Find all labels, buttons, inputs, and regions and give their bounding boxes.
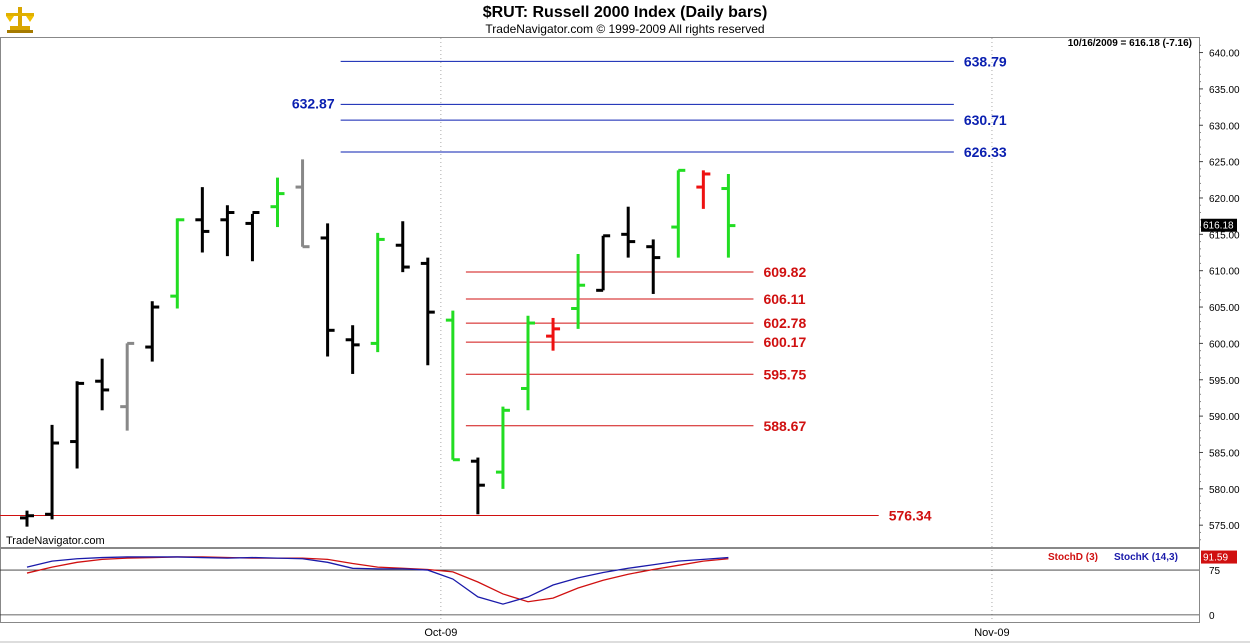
level-label-609.82: 609.82 — [763, 264, 806, 280]
current-price-marker — [1201, 218, 1237, 232]
y-tick-label: 625.00 — [1209, 158, 1240, 169]
stoch-y-tick-label: 75 — [1209, 566, 1221, 577]
stochK-legend: StochK (14,3) — [1114, 552, 1178, 563]
level-label-626.33: 626.33 — [964, 144, 1007, 160]
stochastic-panel-frame — [0, 548, 1200, 623]
last-price-status: 10/16/2009 = 616.18 (-7.16) — [1067, 38, 1192, 49]
y-tick-label: 620.00 — [1209, 194, 1240, 205]
y-tick-label: 575.00 — [1209, 521, 1240, 532]
stoch-y-tick-label: 0 — [1209, 611, 1215, 622]
y-tick-label: 635.00 — [1209, 85, 1240, 96]
y-tick-label: 585.00 — [1209, 448, 1240, 459]
level-label-588.67: 588.67 — [763, 418, 806, 434]
stoch-line-stochD — [26, 556, 729, 603]
y-tick-label: 640.00 — [1209, 49, 1240, 60]
chart-title: $RUT: Russell 2000 Index (Daily bars) — [482, 4, 768, 21]
watermark: TradeNavigator.com — [6, 535, 105, 547]
price-panel-frame — [0, 37, 1200, 548]
level-label-602.78: 602.78 — [763, 315, 806, 331]
x-tick-label: Nov-09 — [974, 627, 1009, 639]
level-label-606.11: 606.11 — [763, 291, 805, 307]
x-tick-label: Oct-09 — [424, 627, 457, 639]
level-label-600.17: 600.17 — [763, 334, 806, 350]
current-price-label: 616.18 — [1203, 221, 1234, 232]
y-tick-label: 615.00 — [1209, 230, 1240, 241]
stochD-legend: StochD (3) — [1048, 552, 1098, 563]
stoch-current-label: 91.59 — [1203, 553, 1228, 564]
level-label-595.75: 595.75 — [763, 366, 806, 382]
y-tick-label: 580.00 — [1209, 485, 1240, 496]
y-tick-label: 595.00 — [1209, 376, 1240, 387]
level-label-632.87: 632.87 — [292, 95, 335, 111]
stoch-line-stochK — [26, 556, 729, 605]
y-tick-label: 605.00 — [1209, 303, 1240, 314]
level-label-630.71: 630.71 — [964, 112, 1007, 128]
y-tick-label: 610.00 — [1209, 267, 1240, 278]
level-label-576.34: 576.34 — [889, 507, 932, 523]
chart-subtitle: TradeNavigator.com © 1999-2009 All right… — [485, 22, 765, 36]
stoch-current-marker — [1201, 550, 1237, 564]
y-tick-label: 590.00 — [1209, 412, 1240, 423]
y-tick-label: 600.00 — [1209, 339, 1240, 350]
y-tick-label: 630.00 — [1209, 121, 1240, 132]
trade-navigator-logo-icon — [4, 4, 36, 39]
level-label-638.79: 638.79 — [964, 53, 1007, 69]
